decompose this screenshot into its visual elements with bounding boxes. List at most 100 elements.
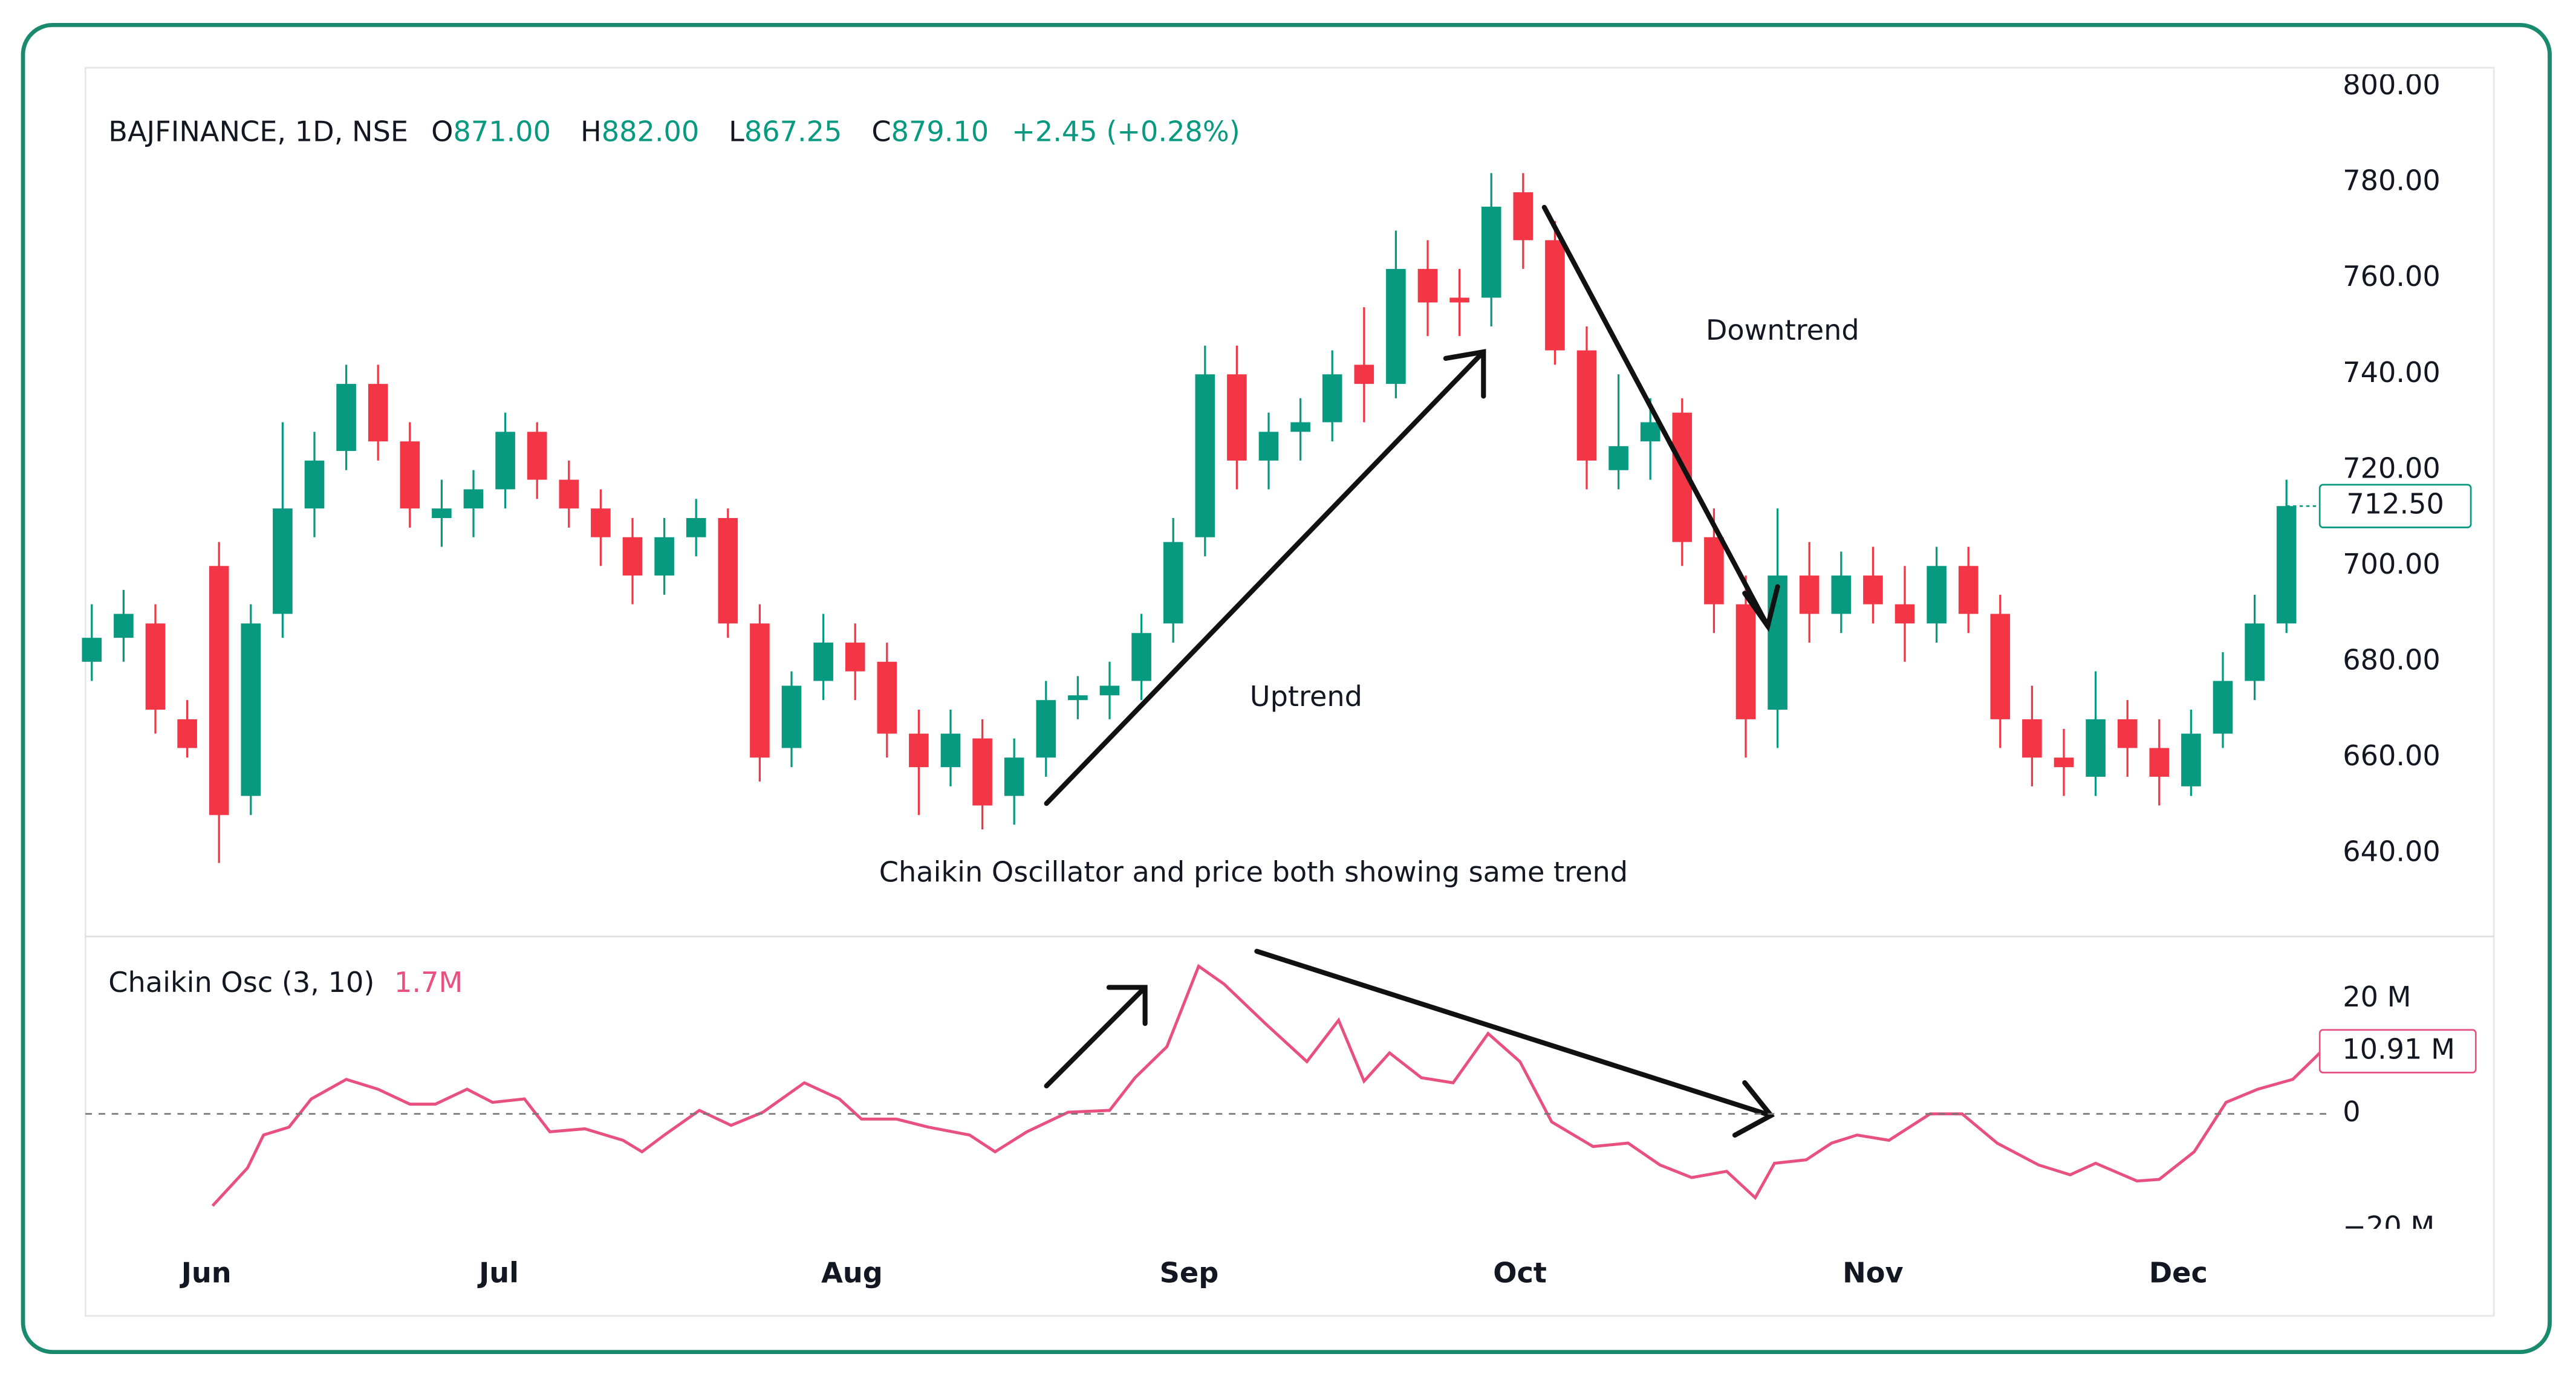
- x-tick-label: Sep: [1160, 1256, 1219, 1289]
- arrow-head: [1742, 584, 1780, 632]
- x-tick-label: Dec: [2149, 1256, 2208, 1289]
- y-tick-label: 660.00: [2343, 739, 2441, 772]
- candle-body: [972, 738, 992, 806]
- ohlc-key: O: [431, 115, 453, 147]
- candle-body: [813, 643, 833, 681]
- uptrend-arrow: [1044, 349, 1486, 806]
- candle-body: [527, 432, 547, 480]
- osc-up-arrow: [1044, 985, 1148, 1089]
- candle-body: [1576, 350, 1597, 461]
- arrows: [1044, 204, 1780, 1138]
- candle-body: [1290, 422, 1310, 432]
- candle-body: [877, 661, 897, 734]
- candle-body: [2022, 719, 2042, 758]
- candle-body: [1195, 374, 1215, 537]
- candle-body: [2276, 506, 2297, 624]
- candle-body: [2086, 719, 2106, 777]
- candle-body: [845, 643, 865, 672]
- ohlc-value: 871.00: [453, 115, 551, 147]
- candle-body: [400, 441, 420, 509]
- candle-body: [622, 537, 643, 576]
- candle-body: [1068, 695, 1088, 701]
- annotation: Chaikin Oscillator and price both showin…: [879, 856, 1628, 889]
- osc-value-box: [2318, 1029, 2477, 1074]
- price-axis: 640.00 660.00 680.00 700.00 720.00 740.00 760.…: [2343, 74, 2441, 867]
- candle-body: [1990, 614, 2011, 719]
- candle-body: [2149, 748, 2170, 777]
- ohlc-value: 867.25: [744, 115, 842, 147]
- y-tick-label: 720.00: [2343, 452, 2441, 484]
- candle-body: [336, 384, 356, 452]
- x-tick-label: Nov: [1843, 1256, 1903, 1289]
- candle-body: [940, 733, 961, 768]
- arrow-head: [1443, 349, 1486, 399]
- candle-body: [1895, 604, 1915, 624]
- candle-body: [1449, 297, 1469, 303]
- candle-body: [209, 566, 229, 815]
- candle-body: [2117, 719, 2138, 748]
- osc-down-arrow: [1254, 948, 1774, 1118]
- candle-body: [1258, 432, 1279, 461]
- candle-body: [1799, 575, 1820, 614]
- candle-body: [750, 623, 770, 758]
- candle-body: [241, 623, 261, 796]
- y-tick-label: 680.00: [2343, 643, 2441, 676]
- annotation: Uptrend: [1250, 680, 1362, 713]
- candle-body: [368, 384, 388, 442]
- y-tick-label: 760.00: [2343, 260, 2441, 293]
- candle-body: [177, 719, 197, 748]
- downtrend-arrow: [1541, 204, 1771, 629]
- candle-body: [1417, 268, 1438, 303]
- candle-body: [686, 518, 706, 537]
- candle-body: [2054, 757, 2074, 768]
- y2-tick-label: 20 M: [2343, 980, 2411, 1013]
- annotation: Downtrend: [1706, 314, 1859, 346]
- candle-body: [654, 537, 674, 576]
- candle-body: [1036, 700, 1056, 758]
- candle-body: [1227, 374, 1247, 461]
- candle-body: [1004, 757, 1024, 796]
- osc-title: Chaikin Osc (3, 10): [108, 966, 374, 999]
- ohlc-value: 882.00: [602, 115, 700, 147]
- candle-body: [495, 432, 515, 490]
- chart-header: BAJFINANCE, 1D, NSE O871.00 H882.00 L867.25…: [108, 115, 1240, 147]
- y-tick-label: 780.00: [2343, 164, 2441, 197]
- candle-body: [718, 518, 738, 624]
- y2-tick-label: −20 M: [2343, 1210, 2435, 1243]
- osc-axis: −20 M 0 20 M: [2343, 980, 2435, 1243]
- panel-border: [84, 66, 2495, 1317]
- change: +2.45 (+0.28%): [1012, 115, 1240, 147]
- arrow-head: [1106, 985, 1148, 1026]
- candle-body: [1768, 575, 1787, 710]
- ohlc-value: 879.10: [891, 115, 989, 147]
- candle-body: [1831, 575, 1852, 614]
- y2-tick-label: 0: [2343, 1095, 2360, 1128]
- candles: [82, 173, 2297, 863]
- candle-body: [1322, 374, 1342, 423]
- candle-body: [909, 733, 929, 768]
- candle-body: [1863, 575, 1883, 604]
- candle-body: [1927, 566, 1947, 624]
- osc-current: 1.7M: [394, 966, 463, 999]
- ohlc-key: L: [729, 115, 744, 147]
- candle-body: [1513, 192, 1534, 241]
- candle-body: [1704, 537, 1724, 604]
- candle-body: [1735, 604, 1756, 719]
- candle-body: [1386, 268, 1406, 384]
- candle-body: [304, 460, 325, 509]
- candle-body: [781, 685, 802, 748]
- candle-body: [1163, 542, 1183, 624]
- candle-body: [1354, 364, 1374, 384]
- candle-body: [145, 623, 166, 710]
- candle-body: [1958, 566, 1979, 614]
- osc-value-label: 10.91 M: [2342, 1033, 2455, 1066]
- candle-body: [273, 508, 293, 614]
- y-tick-label: 700.00: [2343, 548, 2441, 580]
- candle-body: [2181, 733, 2201, 786]
- x-tick-label: Aug: [821, 1256, 883, 1289]
- x-tick-label: Jun: [180, 1256, 232, 1289]
- candle-body: [2245, 623, 2265, 681]
- candle-body: [1131, 633, 1151, 681]
